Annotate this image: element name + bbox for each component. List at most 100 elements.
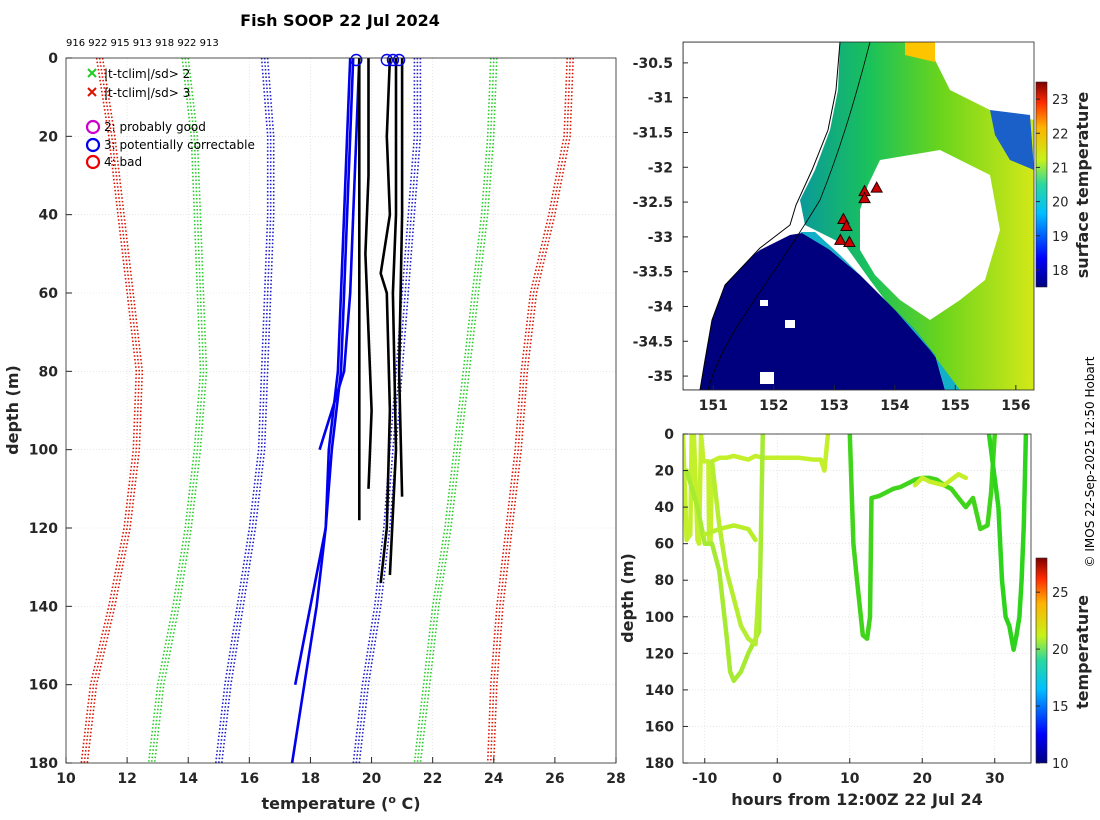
- map-y-ticks: -30.5 -31 -31.5 -32 -32.5 -33 -33.5 -34 -34.5 -35: [633, 56, 688, 385]
- track-x-tick-label: 20: [913, 771, 933, 787]
- track-x-label: hours from 12:00Z 22 Jul 24: [731, 790, 982, 809]
- x-tick-label: 16: [240, 771, 259, 787]
- dive-track-line: [847, 434, 998, 641]
- cold-water-region: [683, 232, 945, 390]
- y-tick-label: 140: [29, 599, 58, 615]
- track-frame: [682, 433, 1032, 764]
- track-x-tick-label: 10: [840, 771, 860, 787]
- track-y-tick-label: 0: [664, 427, 674, 443]
- map-y-tick-label: -32.5: [633, 195, 673, 211]
- profile-x-label: temperature (o C): [261, 793, 420, 813]
- profile-series: [80, 57, 574, 764]
- track-y-tick-label: 60: [655, 537, 675, 553]
- legend-label-3: 2: probably good: [104, 120, 206, 134]
- map-y-tick-label: -31.5: [633, 125, 673, 141]
- x-tick-label: 20: [362, 771, 382, 787]
- track-x-tick-label: 0: [772, 771, 782, 787]
- legend-label-5: 4: bad: [104, 155, 142, 169]
- xbt-station-marker: [870, 181, 884, 193]
- flag-circle: [386, 53, 400, 67]
- map-x-ticks: 151 152 153 154 155 156: [699, 385, 1030, 414]
- flag-circle: [380, 53, 394, 67]
- limit-line: [492, 57, 574, 764]
- temp-colorbar-ticks: 10 15 20 25: [1036, 586, 1069, 772]
- profile-y-label: depth (m): [3, 365, 22, 455]
- legend-item-3: 2: probably good: [85, 119, 206, 135]
- temp-cb-tick-label: 10: [1052, 757, 1069, 772]
- profile-line: [293, 57, 355, 685]
- xbt-station-marker: [840, 219, 853, 231]
- y-tick-label: 100: [29, 443, 58, 459]
- track-y-tick-label: 180: [645, 756, 674, 772]
- sst-map-panel: 151 152 153 154 155 156 -30.5 -31 -31.5 -32 -32.5…: [633, 41, 1092, 414]
- legend-marker-circle-magenta: [85, 119, 101, 135]
- flag-circle: [392, 53, 406, 67]
- dive-track-panel: -10 0 10 20 30 0 20 40 60 80 100 120 140 160 180 hour…: [618, 427, 1092, 809]
- sst-colorbar-ticks: 18 19 20 21 22 23: [1036, 93, 1069, 279]
- x-tick-label: 28: [606, 771, 625, 787]
- track-x-ticks: -10 0 10 20 30: [692, 758, 1005, 787]
- map-y-tick-label: -34.5: [633, 334, 673, 350]
- y-tick-label: 120: [29, 521, 58, 537]
- map-frame: [682, 41, 1035, 391]
- flag-circles: [350, 53, 406, 67]
- limit-line: [221, 57, 275, 764]
- map-cb-tick-label: 19: [1052, 230, 1069, 245]
- dive-track-line: [702, 523, 758, 543]
- legend-item-5: 4: bad: [85, 154, 142, 170]
- profile-axes-frame: [65, 57, 617, 764]
- dive-track-line: [683, 434, 831, 546]
- x-tick-label: 18: [301, 771, 320, 787]
- y-tick-label: 60: [39, 286, 59, 302]
- track-y-tick-label: 40: [655, 500, 675, 516]
- map-y-tick-label: -34: [648, 299, 674, 315]
- limit-line: [86, 57, 144, 764]
- profile-axes-bg: [66, 58, 616, 763]
- warm-spot: [905, 42, 935, 62]
- limit-line: [83, 57, 141, 764]
- temp-colorbar: [1035, 557, 1048, 764]
- track-y-label: depth (m): [618, 553, 637, 643]
- x-tick-label: 22: [423, 771, 442, 787]
- credit-text: © IMOS 22-Sep-2025 12:50 Hobart: [1083, 356, 1097, 567]
- dive-track-line: [986, 434, 1029, 652]
- track-y-tick-label: 20: [655, 464, 675, 480]
- map-cb-tick-label: 20: [1052, 196, 1069, 211]
- profile-line: [318, 57, 361, 451]
- track-y-tick-label: 140: [645, 683, 674, 699]
- cloud-patch: [860, 150, 1000, 320]
- cloud-speck: [760, 300, 768, 306]
- profile-line: [290, 57, 352, 764]
- profile-y-ticks: 0 20 40 60 80 100 120 140 160 180: [29, 51, 72, 772]
- legend-item-2: |t-tclim|/sd> 3: [87, 86, 190, 100]
- track-y-ticks: 0 20 40 60 80 100 120 140 160 180: [645, 427, 688, 772]
- map-y-tick-label: -30.5: [633, 56, 673, 72]
- limit-line: [486, 57, 568, 764]
- y-tick-label: 20: [39, 129, 59, 145]
- temp-cb-tick-label: 25: [1052, 586, 1069, 601]
- track-x-tick-label: -10: [692, 771, 718, 787]
- flag-circle: [350, 53, 363, 67]
- legend-label-1: |t-tclim|/sd> 2: [104, 67, 190, 81]
- y-tick-label: 40: [39, 208, 59, 224]
- profile-line: [364, 58, 373, 489]
- y-tick-label: 0: [48, 51, 58, 67]
- legend-marker-x-red: [87, 87, 97, 97]
- track-y-tick-label: 100: [645, 610, 674, 626]
- profile-line: [379, 57, 392, 583]
- limit-line: [352, 58, 416, 764]
- profile-x-ticks: 10 12 14 16 18 20 22 24 26 28: [56, 757, 626, 787]
- temp-cb-tick-label: 20: [1052, 643, 1069, 658]
- track-x-tick-label: 30: [985, 771, 1005, 787]
- temp-colorbar-label: temperature: [1073, 595, 1092, 709]
- cool-eddy: [990, 110, 1034, 170]
- track-series: [683, 434, 1029, 684]
- map-x-tick-label: 154: [880, 398, 909, 414]
- legend-label-2: |t-tclim|/sd> 3: [104, 86, 190, 100]
- front-zone: [800, 232, 960, 390]
- isobath-line: [707, 42, 871, 390]
- xbt-stations: [833, 181, 884, 247]
- x-tick-label: 14: [178, 771, 198, 787]
- limit-line: [80, 57, 138, 764]
